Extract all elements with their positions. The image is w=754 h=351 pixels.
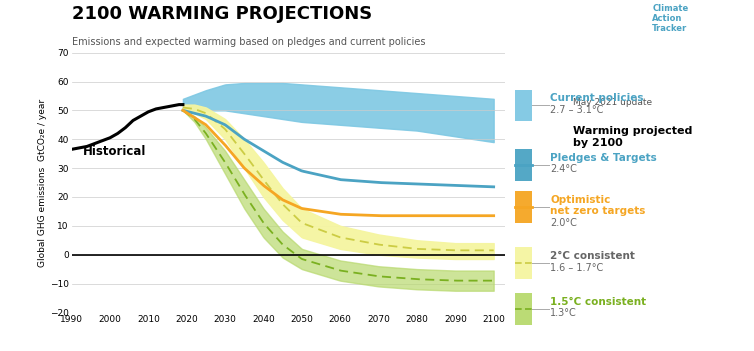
Text: 1.6 – 1.7°C: 1.6 – 1.7°C (550, 263, 604, 272)
Text: May 2021 update: May 2021 update (573, 98, 652, 107)
Text: Warming projected
by 2100: Warming projected by 2100 (573, 126, 692, 148)
Text: Optimistic: Optimistic (550, 195, 611, 205)
Text: 2.0°C: 2.0°C (550, 218, 578, 227)
Text: 1.5°C consistent: 1.5°C consistent (550, 297, 646, 306)
Text: Emissions and expected warming based on pledges and current policies: Emissions and expected warming based on … (72, 37, 425, 47)
Text: Climate
Action
Tracker: Climate Action Tracker (652, 4, 688, 33)
Text: Pledges & Targets: Pledges & Targets (550, 153, 657, 163)
Text: 1.3°C: 1.3°C (550, 308, 577, 318)
Text: 2.7 – 3.1°C: 2.7 – 3.1°C (550, 105, 604, 114)
Text: Current policies: Current policies (550, 93, 644, 103)
Text: 2.4°C: 2.4°C (550, 164, 578, 174)
Text: 2°C consistent: 2°C consistent (550, 251, 636, 261)
Text: net zero targets: net zero targets (550, 206, 645, 216)
Y-axis label: Global GHG emissions  GtCO₂e / year: Global GHG emissions GtCO₂e / year (38, 99, 47, 266)
Text: 2100 WARMING PROJECTIONS: 2100 WARMING PROJECTIONS (72, 5, 372, 23)
Text: Historical: Historical (83, 145, 146, 158)
